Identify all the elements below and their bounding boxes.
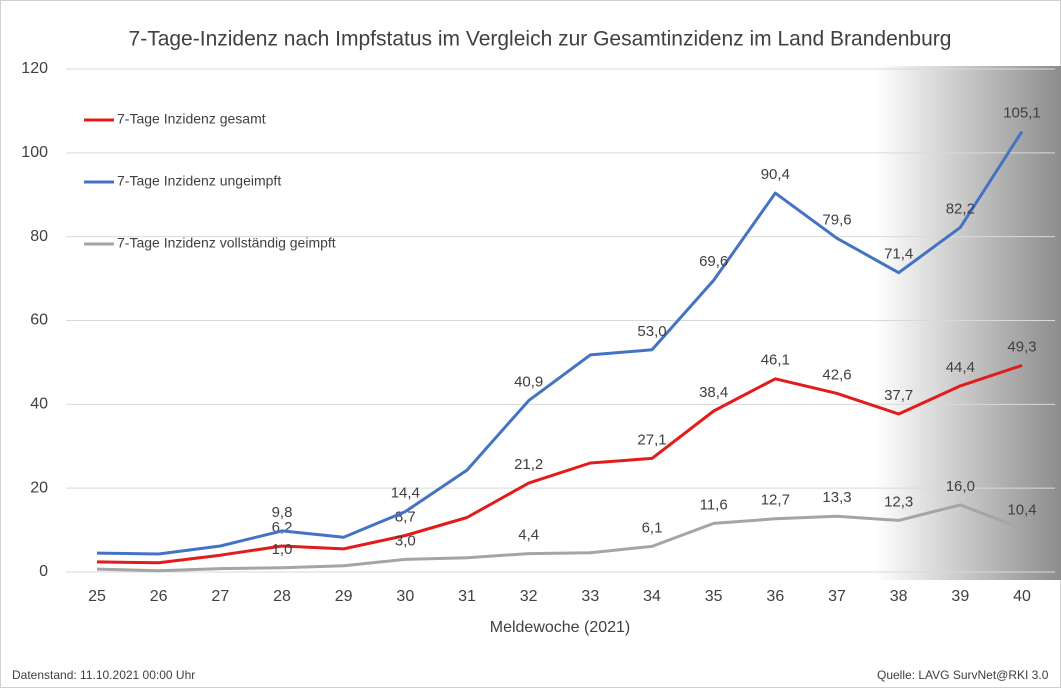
- x-tick-label: 40: [1013, 588, 1031, 605]
- y-tick-label: 80: [30, 228, 48, 245]
- data-label: 37,7: [884, 387, 913, 404]
- footer-right: Quelle: LAVG SurvNet@RKI 3.0: [877, 668, 1049, 682]
- x-tick-label: 29: [335, 588, 353, 605]
- x-tick-label: 37: [828, 588, 846, 605]
- x-tick-label: 39: [951, 588, 969, 605]
- data-label: 27,1: [637, 431, 666, 448]
- data-label: 10,4: [1007, 501, 1036, 518]
- legend-label: 7-Tage Inzidenz vollständig geimpft: [117, 235, 336, 251]
- data-label: 14,4: [391, 485, 420, 502]
- grid: [66, 68, 1055, 573]
- y-tick-label: 120: [21, 60, 48, 77]
- x-tick-label: 33: [581, 588, 599, 605]
- data-label: 21,2: [514, 456, 543, 473]
- data-label: 9,8: [272, 504, 293, 521]
- x-axis-label: Meldewoche (2021): [490, 619, 631, 636]
- x-tick-label: 31: [458, 588, 476, 605]
- data-label: 11,6: [700, 496, 728, 513]
- x-tick-label: 27: [211, 588, 229, 605]
- data-label: 105,1: [1003, 104, 1041, 121]
- data-label: 79,6: [822, 211, 851, 228]
- x-tick-label: 34: [643, 588, 661, 605]
- x-tick-label: 28: [273, 588, 291, 605]
- data-label: 46,1: [761, 352, 790, 369]
- data-label: 6,1: [642, 519, 663, 536]
- data-label: 42,6: [822, 366, 851, 383]
- data-label: 12,3: [884, 493, 913, 510]
- x-tick-label: 35: [705, 588, 723, 605]
- x-tick-label: 38: [890, 588, 908, 605]
- data-label: 49,3: [1007, 338, 1036, 355]
- data-label: 3,0: [395, 532, 416, 549]
- x-tick-label: 26: [150, 588, 168, 605]
- data-label: 13,3: [822, 489, 851, 506]
- data-label: 12,7: [761, 492, 790, 509]
- y-tick-label: 40: [30, 396, 48, 413]
- chart-title: 7-Tage-Inzidenz nach Impfstatus im Vergl…: [129, 28, 952, 51]
- y-tick-label: 0: [39, 563, 48, 580]
- data-line: [96, 503, 1023, 573]
- x-tick-label: 30: [396, 588, 414, 605]
- data-label: 38,4: [699, 384, 728, 401]
- footer-left: Datenstand: 11.10.2021 00:00 Uhr: [12, 668, 195, 682]
- data-label: 90,4: [761, 166, 790, 183]
- highlight-shade: [875, 66, 1061, 580]
- data-label: 4,4: [518, 527, 539, 544]
- data-line: [96, 130, 1024, 556]
- data-line: [96, 363, 1023, 565]
- y-tick-label: 20: [30, 479, 48, 496]
- data-label: 71,4: [884, 246, 913, 263]
- data-label: 16,0: [946, 478, 975, 495]
- x-tick-label: 36: [766, 588, 784, 605]
- data-label: 53,0: [637, 323, 666, 340]
- y-tick-label: 100: [21, 144, 48, 161]
- y-tick-label: 60: [30, 312, 48, 329]
- x-tick-label: 25: [88, 588, 106, 605]
- data-label: 82,2: [946, 200, 975, 217]
- data-label: 40,9: [514, 374, 543, 391]
- data-label: 1,0: [272, 541, 293, 558]
- legend-label: 7-Tage Inzidenz gesamt: [117, 111, 266, 127]
- legend-label: 7-Tage Inzidenz ungeimpft: [117, 173, 281, 189]
- data-label: 69,6: [699, 253, 728, 270]
- x-tick-label: 32: [520, 588, 538, 605]
- data-label: 44,4: [946, 359, 975, 376]
